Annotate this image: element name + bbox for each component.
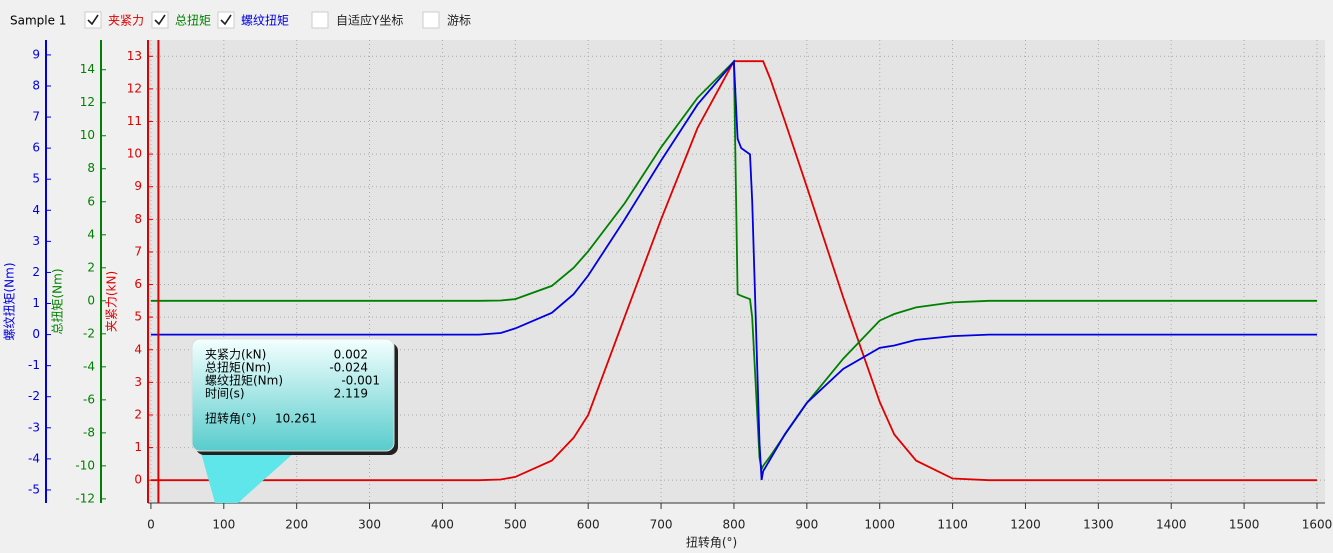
y-tick-label: 13 bbox=[127, 49, 142, 63]
tooltip-label: 总扭矩(Nm) bbox=[205, 361, 271, 375]
y-tick-label: -3 bbox=[28, 420, 40, 434]
y-tick-label: 3 bbox=[32, 234, 40, 248]
x-axis-label: 扭转角(°) bbox=[686, 535, 737, 550]
x-tick-label: 200 bbox=[285, 518, 308, 532]
checkbox-label[interactable]: 游标 bbox=[447, 14, 471, 28]
y-tick-label: -1 bbox=[28, 358, 40, 372]
y-tick-label: 9 bbox=[134, 179, 142, 193]
y-tick-label: 3 bbox=[134, 375, 142, 389]
y-tick-label: 2 bbox=[87, 260, 95, 274]
tooltip-value: -0.001 bbox=[341, 374, 380, 388]
y-tick-label: 0 bbox=[32, 327, 40, 341]
checkbox[interactable] bbox=[422, 11, 440, 29]
y-tick-label: 10 bbox=[80, 128, 95, 142]
y-tick-label: 12 bbox=[127, 81, 142, 95]
checkbox[interactable] bbox=[311, 11, 329, 29]
tooltip-label: 夹紧力(kN) bbox=[205, 348, 266, 362]
y-tick-label: 12 bbox=[80, 95, 95, 109]
x-tick-label: 300 bbox=[358, 518, 381, 532]
y-tick-label: 10 bbox=[127, 147, 142, 161]
toolbar: Sample 1 夹紧力 总扭矩 螺纹扭矩 自适应Y坐标 游标 bbox=[10, 11, 471, 29]
checkbox[interactable] bbox=[84, 11, 102, 29]
y-tick-label: 5 bbox=[32, 172, 40, 186]
y-tick-label: 7 bbox=[134, 244, 142, 258]
x-tick-label: 1500 bbox=[1229, 518, 1260, 532]
y-tick-label: 4 bbox=[87, 227, 95, 241]
y-tick-label: 2 bbox=[134, 407, 142, 421]
checkbox[interactable] bbox=[217, 11, 235, 29]
y-tick-label: 6 bbox=[32, 141, 40, 155]
x-tick-label: 1200 bbox=[1010, 518, 1041, 532]
tooltip-angle: 10.261 bbox=[275, 412, 317, 426]
y-tick-label: 2 bbox=[32, 265, 40, 279]
checkmark bbox=[87, 14, 99, 26]
tooltip-value: 2.119 bbox=[334, 387, 368, 401]
series-line bbox=[150, 60, 1317, 482]
checkbox[interactable] bbox=[151, 11, 169, 29]
x-tick-label: 700 bbox=[650, 518, 673, 532]
checkbox-label[interactable]: 总扭矩 bbox=[175, 14, 211, 28]
y-tick-label: -4 bbox=[28, 451, 40, 465]
tooltip: 夹紧力(kN) 0.002 总扭矩(Nm) -0.024 螺纹扭矩(Nm) -0.001 时… bbox=[191, 338, 398, 503]
y-tick-label: 1 bbox=[32, 296, 40, 310]
y-tick-label: 1 bbox=[134, 440, 142, 454]
y-tick-label: 6 bbox=[87, 194, 95, 208]
y-tick-label: 8 bbox=[134, 212, 142, 226]
x-tick-label: 1600 bbox=[1302, 518, 1333, 532]
y-tick-label: 11 bbox=[127, 114, 142, 128]
y-tick-label: 0 bbox=[134, 473, 142, 487]
x-tick-label: 0 bbox=[147, 518, 155, 532]
y-tick-label: -2 bbox=[83, 326, 95, 340]
x-tick-label: 100 bbox=[212, 518, 235, 532]
checkbox-label[interactable]: 螺纹扭矩 bbox=[241, 14, 289, 28]
y-tick-label: -10 bbox=[75, 458, 95, 472]
y-tick-label: 7 bbox=[32, 110, 40, 124]
y-tick-label: 14 bbox=[80, 62, 95, 76]
checkmark bbox=[220, 14, 232, 26]
tooltip-value: -0.024 bbox=[329, 361, 368, 375]
checkbox-label[interactable]: 夹紧力 bbox=[108, 14, 144, 28]
y-tick-label: -5 bbox=[28, 482, 40, 496]
y-tick-label: 6 bbox=[134, 277, 142, 291]
x-tick-label: 900 bbox=[795, 518, 818, 532]
checkbox-label[interactable]: 自适应Y坐标 bbox=[336, 13, 403, 28]
y-axis-label: 螺纹扭矩(Nm) bbox=[3, 262, 17, 340]
x-tick-label: 500 bbox=[504, 518, 527, 532]
series-line bbox=[150, 59, 1317, 473]
y-tick-label: 5 bbox=[134, 310, 142, 324]
y-tick-label: 4 bbox=[32, 203, 40, 217]
tooltip-value: 0.002 bbox=[334, 348, 368, 362]
y-axis-label: 夹紧力(kN) bbox=[105, 271, 119, 332]
x-tick-label: 1300 bbox=[1083, 518, 1114, 532]
x-tick-label: 1000 bbox=[864, 518, 895, 532]
tooltip-tail bbox=[200, 449, 295, 503]
lines bbox=[150, 40, 1317, 503]
y-tick-label: 4 bbox=[134, 342, 142, 356]
y-tick-label: 0 bbox=[87, 293, 95, 307]
y-axis-label: 总扭矩(Nm) bbox=[51, 268, 65, 334]
tooltip-text: 夹紧力(kN) 0.002 总扭矩(Nm) -0.024 螺纹扭矩(Nm) -0.001 时… bbox=[205, 348, 380, 426]
x-tick-label: 600 bbox=[577, 518, 600, 532]
tooltip-box bbox=[191, 338, 395, 452]
y-tick-label: 8 bbox=[87, 161, 95, 175]
series-line bbox=[150, 59, 1317, 481]
tooltip-label: 时间(s) bbox=[205, 387, 245, 401]
y-tick-label: -2 bbox=[28, 389, 40, 403]
x-tick-label: 1100 bbox=[937, 518, 968, 532]
x-tick-label: 800 bbox=[722, 518, 745, 532]
y-tick-label: -4 bbox=[83, 359, 95, 373]
y-tick-label: 8 bbox=[32, 78, 40, 92]
sample-label: Sample 1 bbox=[10, 14, 66, 28]
y-tick-label: -12 bbox=[75, 491, 95, 505]
x-tick-label: 1400 bbox=[1156, 518, 1187, 532]
checkmark bbox=[154, 14, 166, 26]
tooltip-label: 螺纹扭矩(Nm) bbox=[205, 374, 283, 388]
y-tick-label: -6 bbox=[83, 392, 95, 406]
tooltip-angle-label: 扭转角(°) bbox=[205, 411, 256, 426]
y-tick-label: -8 bbox=[83, 425, 95, 439]
y-tick-label: 9 bbox=[32, 47, 40, 61]
x-tick-label: 400 bbox=[431, 518, 454, 532]
